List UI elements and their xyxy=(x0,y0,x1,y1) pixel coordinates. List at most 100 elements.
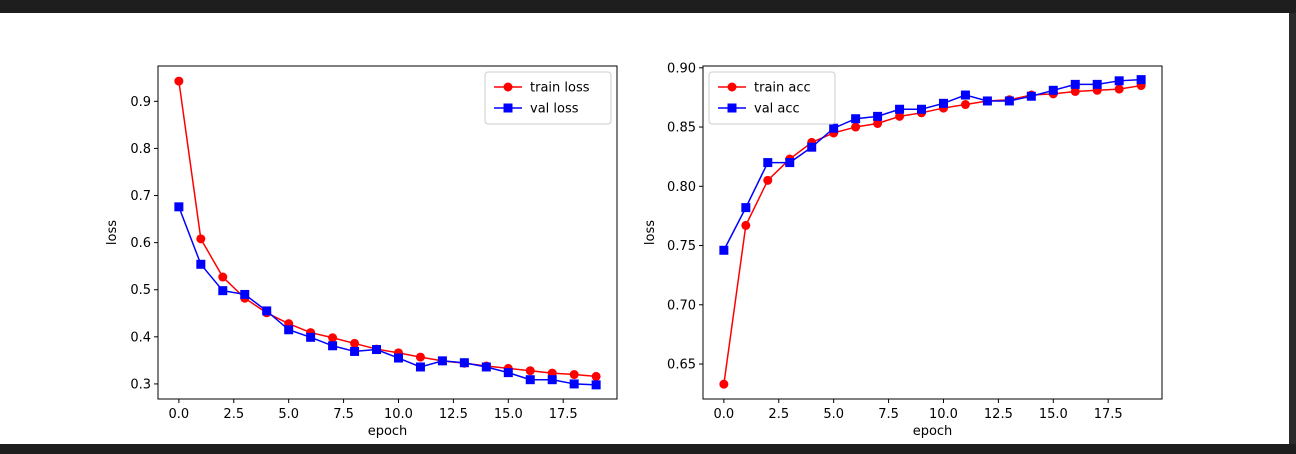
point-marker xyxy=(785,158,795,168)
point-marker xyxy=(763,175,773,185)
x-tick-label: 0.0 xyxy=(714,407,735,422)
point-marker xyxy=(719,245,729,255)
point-marker xyxy=(415,352,425,362)
point-marker xyxy=(174,202,184,212)
point-marker xyxy=(218,286,228,296)
legend: train loss val loss xyxy=(484,71,612,125)
point-marker xyxy=(328,341,338,351)
legend: train acc val acc xyxy=(708,71,836,125)
point-marker xyxy=(917,104,927,114)
x-tick-label: 2.5 xyxy=(768,407,789,422)
legend-marker xyxy=(503,82,513,92)
point-marker xyxy=(591,380,601,390)
point-marker xyxy=(851,114,861,124)
x-tick-label: 17.5 xyxy=(549,407,578,422)
point-marker xyxy=(895,111,905,121)
y-tick-label: 0.70 xyxy=(667,298,696,313)
point-marker xyxy=(393,353,403,363)
x-tick-label: 7.5 xyxy=(878,407,899,422)
legend-label: val acc xyxy=(754,102,800,117)
point-marker xyxy=(415,362,425,372)
point-marker xyxy=(829,123,839,133)
x-tick-label: 2.5 xyxy=(223,407,244,422)
point-marker xyxy=(569,379,579,389)
point-marker xyxy=(938,98,948,108)
point-marker xyxy=(218,272,228,282)
point-marker xyxy=(1048,85,1058,95)
point-marker xyxy=(1070,79,1080,89)
point-marker xyxy=(851,122,861,132)
point-marker xyxy=(174,76,184,86)
point-marker xyxy=(763,158,773,168)
legend-label: train acc xyxy=(754,81,811,96)
point-marker xyxy=(982,96,992,106)
point-marker xyxy=(437,356,447,366)
point-marker xyxy=(547,375,557,385)
legend-marker xyxy=(503,103,513,113)
figure-svg: 0.0 2.5 5.0 7.5 10.0 12.5 15.0 17.5 0.3 0.4 0.5 0.6… xyxy=(105,61,1163,439)
point-marker xyxy=(591,371,601,381)
point-marker xyxy=(350,338,360,348)
y-tick-label: 0.7 xyxy=(130,189,151,204)
y-tick-label: 0.5 xyxy=(130,283,151,298)
point-marker xyxy=(873,111,883,121)
point-marker xyxy=(719,379,729,389)
point-marker xyxy=(196,234,206,244)
point-marker xyxy=(240,289,250,299)
chart-1: 0.0 2.5 5.0 7.5 10.0 12.5 15.0 17.5 0.3 0.4 0.5 0.6… xyxy=(105,65,618,439)
point-marker xyxy=(196,259,206,269)
point-marker xyxy=(459,358,469,368)
point-marker xyxy=(525,375,535,385)
point-marker xyxy=(1004,96,1014,106)
x-tick-label: 15.0 xyxy=(494,407,523,422)
point-marker xyxy=(350,346,360,356)
y-axis-label: loss xyxy=(105,220,120,245)
y-tick-label: 0.90 xyxy=(667,61,696,76)
point-marker xyxy=(807,142,817,152)
legend-marker xyxy=(727,82,737,92)
y-tick-label: 0.9 xyxy=(130,95,151,110)
point-marker xyxy=(1114,76,1124,86)
point-marker xyxy=(1114,84,1124,94)
x-tick-label: 10.0 xyxy=(384,407,413,422)
point-marker xyxy=(741,203,751,213)
legend-label: val loss xyxy=(530,102,579,117)
y-tick-label: 0.4 xyxy=(130,330,151,345)
point-marker xyxy=(262,306,272,316)
point-marker xyxy=(1070,86,1080,96)
point-marker xyxy=(873,118,883,128)
point-marker xyxy=(960,90,970,100)
legend-box xyxy=(484,71,612,125)
y-tick-label: 0.65 xyxy=(667,358,696,373)
x-tick-label: 7.5 xyxy=(333,407,354,422)
chart-2: 0.0 2.5 5.0 7.5 10.0 12.5 15.0 17.5 0.65 0.70 0.75… xyxy=(643,61,1163,439)
point-marker xyxy=(328,333,338,343)
x-tick-label: 17.5 xyxy=(1094,407,1123,422)
x-tick-label: 5.0 xyxy=(278,407,299,422)
y-tick-label: 0.85 xyxy=(667,121,696,136)
point-marker xyxy=(1026,91,1036,101)
figure-canvas: 0.0 2.5 5.0 7.5 10.0 12.5 15.0 17.5 0.3 0.4 0.5 0.6… xyxy=(0,13,1289,444)
x-tick-label: 5.0 xyxy=(823,407,844,422)
point-marker xyxy=(960,100,970,110)
point-marker xyxy=(525,366,535,376)
legend-marker xyxy=(727,103,737,113)
legend-box xyxy=(708,71,836,125)
x-axis-label: epoch xyxy=(368,424,408,439)
y-tick-label: 0.6 xyxy=(130,236,151,251)
point-marker xyxy=(1136,75,1146,85)
point-marker xyxy=(503,368,513,378)
y-tick-label: 0.80 xyxy=(667,180,696,195)
point-marker xyxy=(1092,79,1102,89)
point-marker xyxy=(895,104,905,114)
point-marker xyxy=(481,362,491,372)
point-marker xyxy=(569,370,579,380)
x-tick-label: 0.0 xyxy=(169,407,190,422)
x-tick-label: 12.5 xyxy=(439,407,468,422)
x-tick-label: 12.5 xyxy=(984,407,1013,422)
scrollbar-strip xyxy=(1289,13,1296,444)
y-tick-label: 0.3 xyxy=(130,377,151,392)
x-tick-label: 15.0 xyxy=(1039,407,1068,422)
legend-label: train loss xyxy=(530,81,590,96)
point-marker xyxy=(741,220,751,230)
